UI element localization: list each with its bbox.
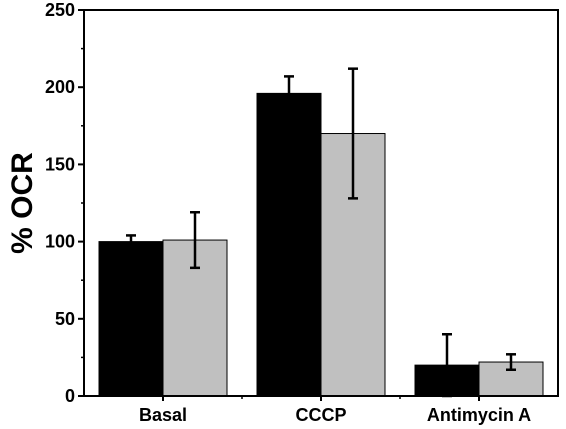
- y-tick-label: 250: [45, 0, 75, 20]
- y-tick-label: 100: [45, 232, 75, 252]
- bar: [98, 241, 164, 397]
- x-tick-label: Basal: [139, 405, 187, 425]
- y-tick-label: 150: [45, 154, 75, 174]
- x-tick-label: Antimycin A: [427, 405, 531, 425]
- error-bars-layer: [126, 67, 516, 398]
- x-tick-label: CCCP: [295, 405, 346, 425]
- y-axis-title: % OCR: [6, 152, 39, 254]
- y-tick-label: 50: [55, 309, 75, 329]
- bar: [478, 361, 544, 397]
- y-axis: 0 50 100 150 200 250: [45, 0, 84, 406]
- bar: [256, 92, 322, 397]
- x-axis: Basal CCCP Antimycin A: [139, 396, 531, 425]
- y-tick-label: 0: [65, 386, 75, 406]
- y-tick-label: 200: [45, 77, 75, 97]
- bars-layer: [98, 92, 544, 397]
